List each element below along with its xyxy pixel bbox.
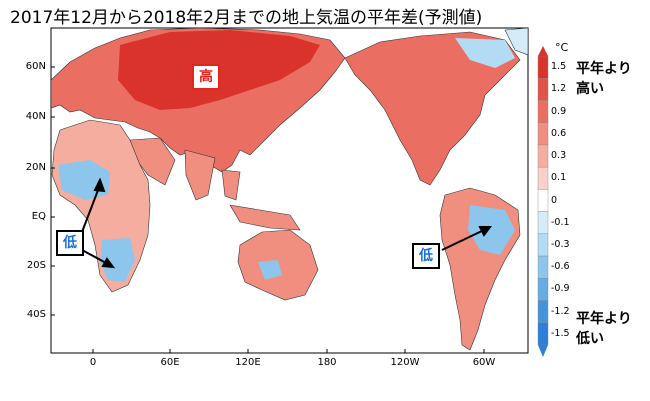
legend-high-line1: 平年より — [576, 61, 632, 77]
annotation-arrows — [81, 177, 492, 269]
colorbar-swatch — [537, 322, 549, 346]
colorbar-swatch — [537, 278, 549, 301]
lon-label-60e: 60E — [160, 357, 180, 368]
colorbar — [537, 46, 549, 357]
annotation-low-samerica: 低 — [412, 243, 440, 269]
axis-ticks — [51, 66, 485, 353]
lon-label-120e: 120E — [235, 357, 261, 368]
lat-label-60n: 60N — [25, 61, 46, 72]
map-title: 2017年12月から2018年2月までの地上気温の平年差(予測値) — [10, 8, 483, 28]
colorbar-tick-label: -0.3 — [551, 238, 570, 250]
colorbar-tick-label: -1.5 — [551, 327, 570, 339]
lat-label-40s: 40S — [26, 309, 46, 320]
colorbar-tick-label: 0.3 — [551, 150, 567, 162]
colorbar-tick-label: 0.9 — [551, 105, 567, 117]
north-america-cool — [455, 38, 515, 68]
lat-label-20n: 20N — [25, 162, 46, 173]
colorbar-unit: °C — [555, 41, 569, 54]
colorbar-swatch — [537, 100, 549, 123]
lat-label-eq: EQ — [31, 211, 46, 222]
annotation-high: 高 — [192, 64, 220, 90]
colorbar-bottom-arrow — [538, 345, 548, 357]
lat-label-40n: 40N — [25, 111, 46, 122]
colorbar-swatch — [537, 233, 549, 257]
colorbar-tick-label: 1.2 — [551, 83, 567, 95]
colorbar-swatch — [537, 78, 549, 101]
colorbar-tick-label: -0.6 — [551, 261, 570, 273]
legend-high-line2: 高い — [576, 81, 604, 97]
lat-label-20s: 20S — [26, 260, 46, 271]
colorbar-tick-label: -0.9 — [551, 283, 570, 295]
colorbar-swatch — [537, 255, 549, 279]
lon-label-120w: 120W — [390, 357, 420, 368]
land-greenland — [504, 28, 528, 56]
colorbar-tick-label: 0.1 — [551, 172, 567, 184]
colorbar-swatch — [537, 122, 549, 146]
colorbar-tick-label: -0.1 — [551, 216, 570, 228]
australia-cool — [258, 260, 282, 280]
colorbar-swatch — [537, 189, 549, 212]
colorbar-tick-label: 1.5 — [551, 61, 567, 73]
colorbar-swatch — [537, 166, 549, 190]
colorbar-swatch — [537, 144, 549, 168]
colorbar-swatch — [537, 211, 549, 235]
annotation-low-africa: 低 — [56, 230, 84, 256]
lon-label-0: 0 — [89, 357, 97, 368]
colorbar-tick-label: 0 — [551, 194, 558, 206]
colorbar-tick-label: -1.2 — [551, 305, 570, 317]
lon-label-180: 180 — [317, 357, 337, 368]
land-north-america — [344, 31, 521, 186]
colorbar-tick-label: 0.6 — [551, 127, 567, 139]
colorbar-top-arrow — [538, 46, 548, 56]
samerica-cool — [468, 205, 515, 255]
africa-cool-south — [100, 238, 135, 282]
colorbar-swatch — [537, 55, 549, 79]
legend-low-line2: 低い — [576, 331, 604, 347]
legend-low-line1: 平年より — [576, 311, 632, 327]
land-se-asia — [221, 169, 301, 231]
colorbar-swatch — [537, 300, 549, 323]
lon-label-60w: 60W — [472, 357, 496, 368]
